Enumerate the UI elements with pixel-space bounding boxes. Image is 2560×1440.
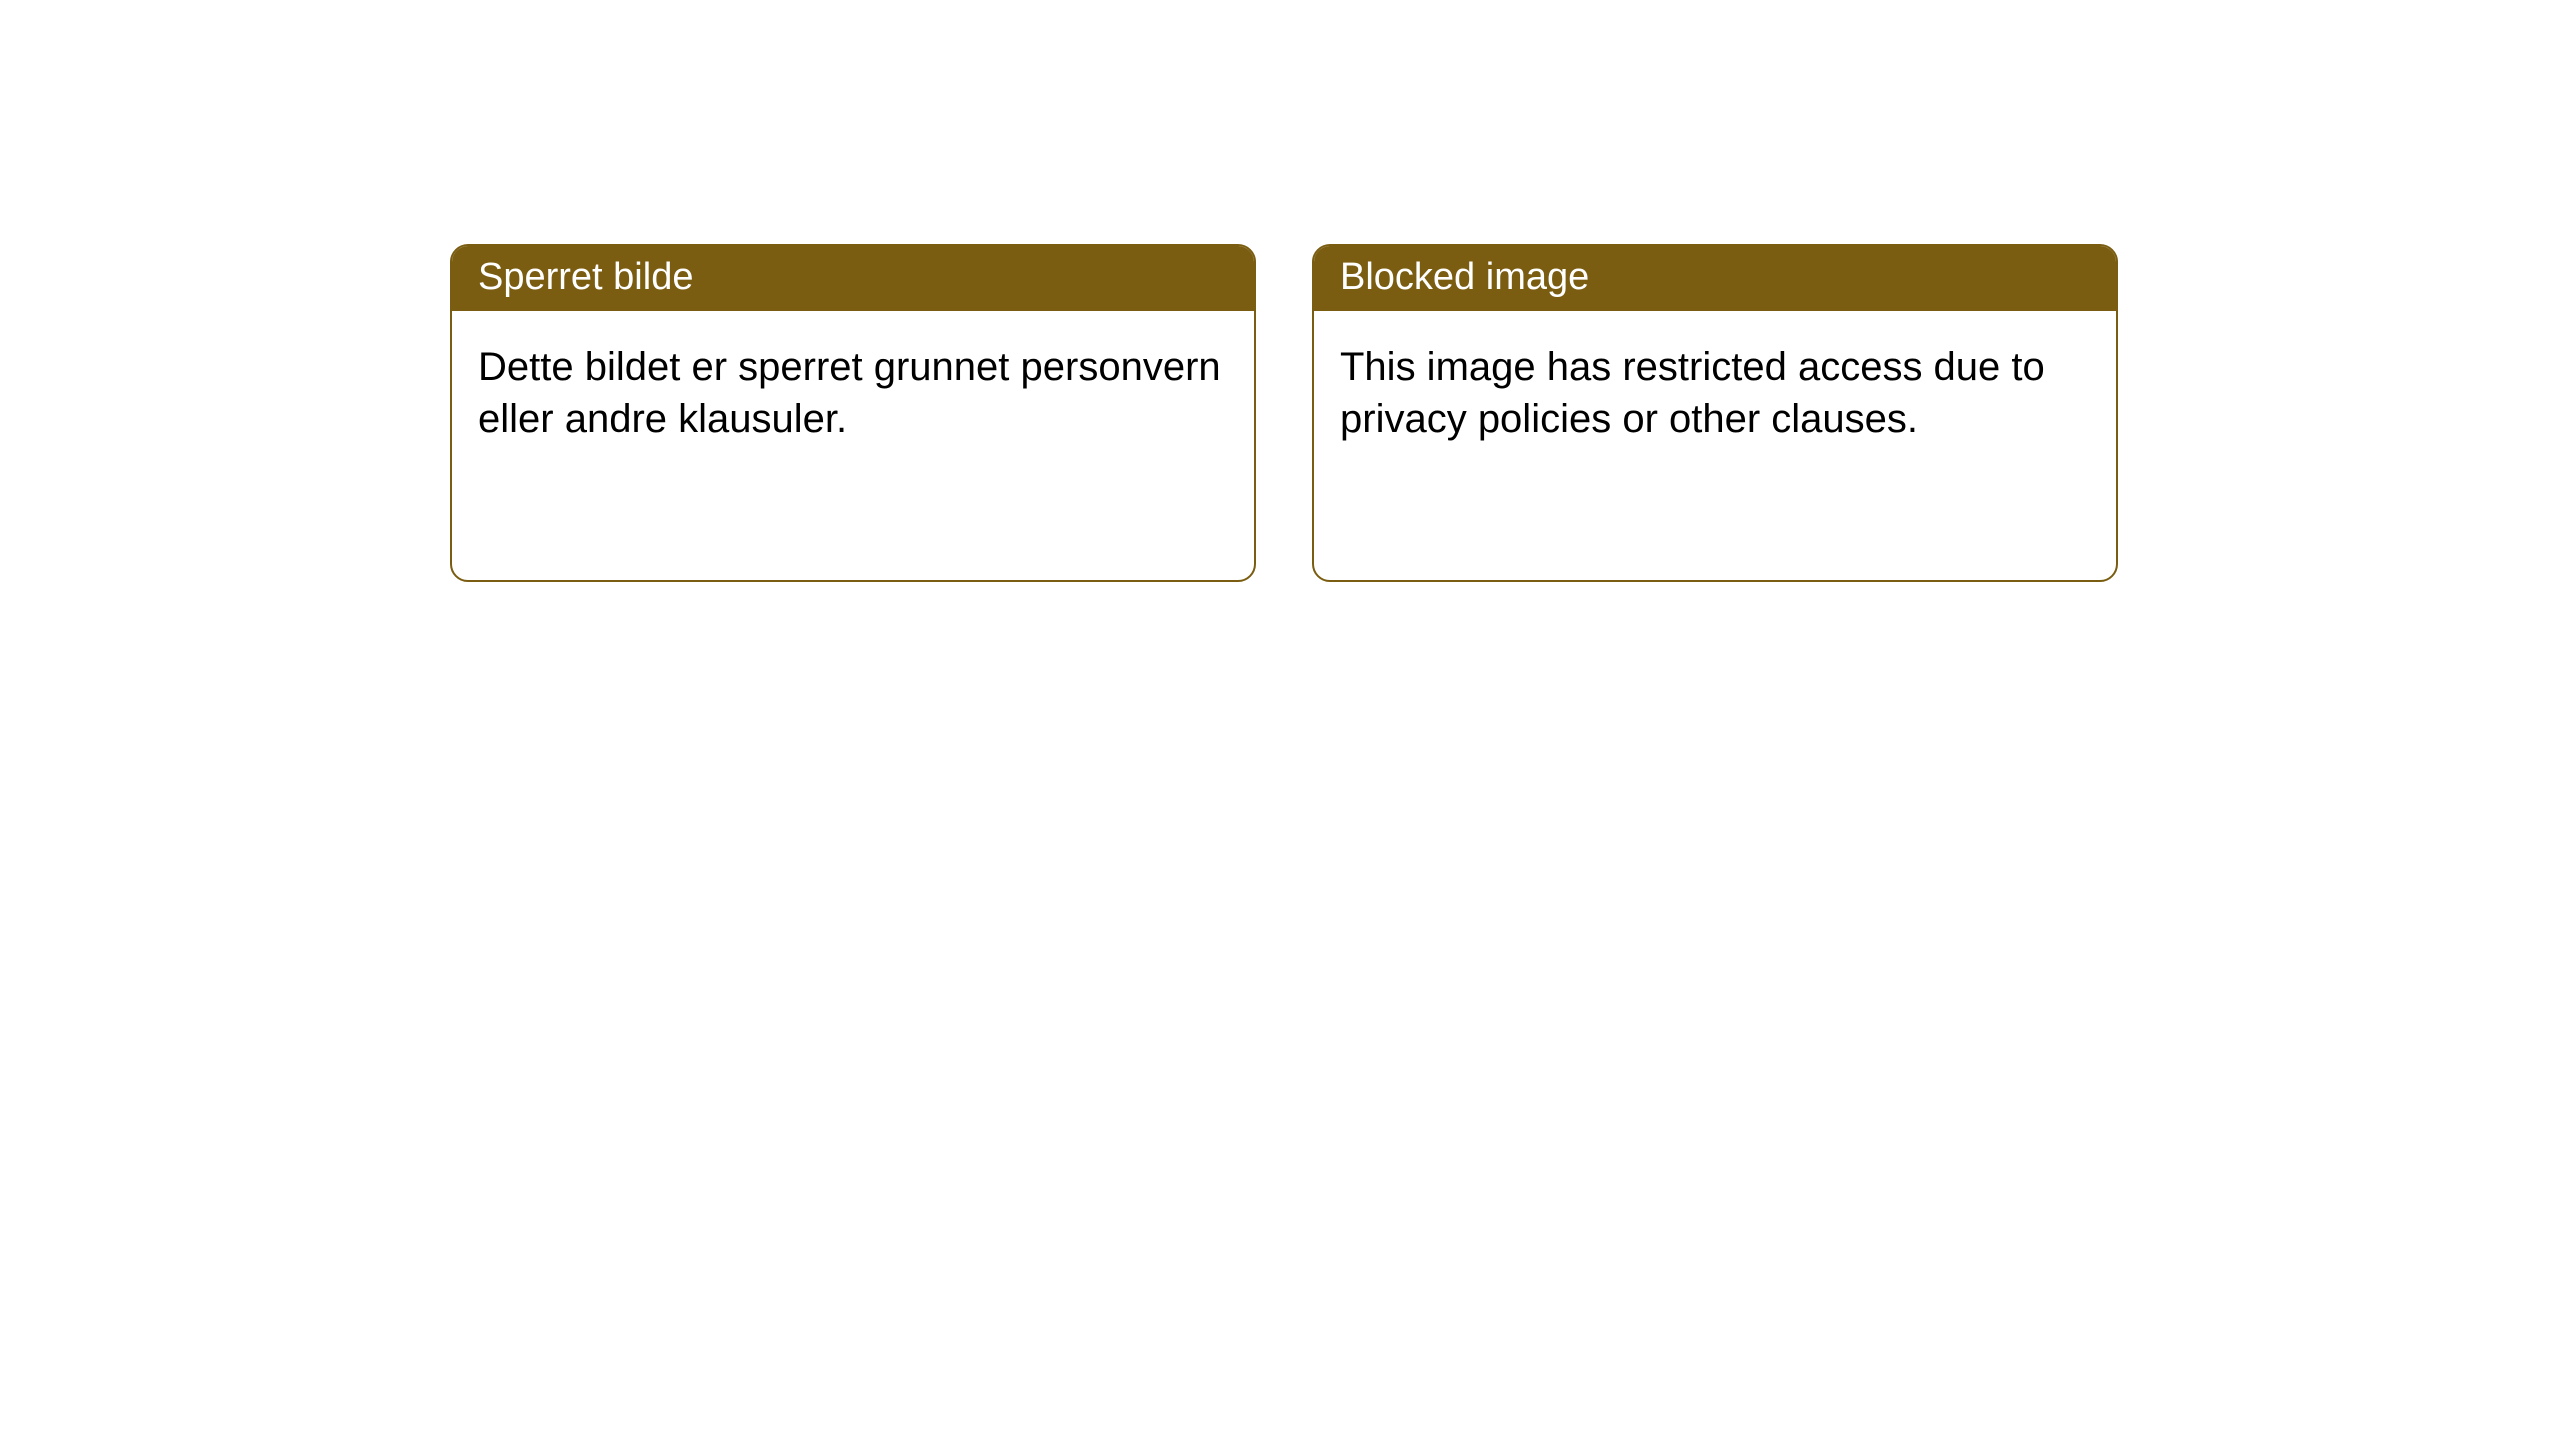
card-title-english: Blocked image: [1340, 256, 1589, 298]
card-title-norwegian: Sperret bilde: [478, 256, 693, 298]
card-text-norwegian: Dette bildet er sperret grunnet personve…: [478, 345, 1221, 441]
blocked-image-card-norwegian: Sperret bilde Dette bildet er sperret gr…: [450, 244, 1256, 582]
card-header-norwegian: Sperret bilde: [452, 246, 1254, 311]
blocked-image-card-english: Blocked image This image has restricted …: [1312, 244, 2118, 582]
card-text-english: This image has restricted access due to …: [1340, 345, 2045, 441]
card-body-norwegian: Dette bildet er sperret grunnet personve…: [452, 311, 1254, 475]
card-body-english: This image has restricted access due to …: [1314, 311, 2116, 475]
notice-container: Sperret bilde Dette bildet er sperret gr…: [0, 0, 2560, 582]
card-header-english: Blocked image: [1314, 246, 2116, 311]
